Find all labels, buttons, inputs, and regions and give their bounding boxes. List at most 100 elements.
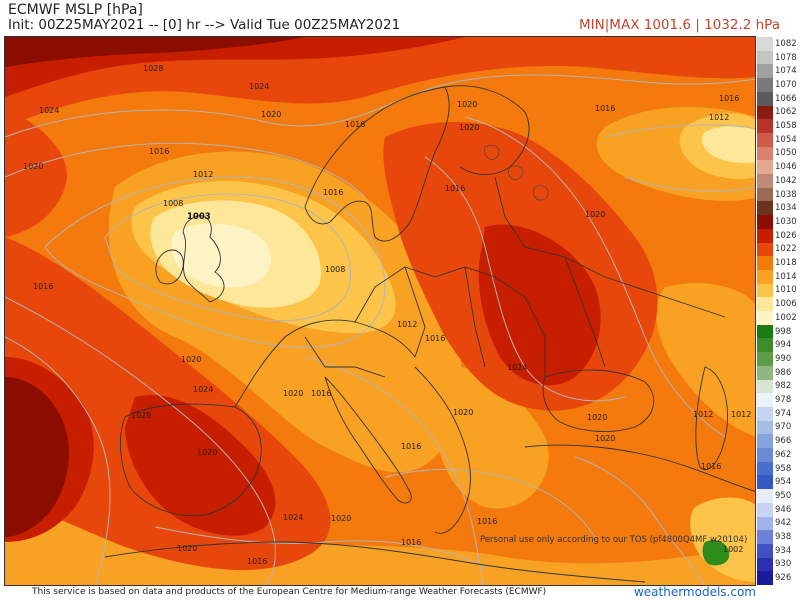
colorbar-tick-label: 938	[775, 532, 792, 543]
colorbar-swatch	[757, 557, 773, 572]
isobar-label: 1020	[587, 413, 607, 422]
colorbar-tick-label: 966	[775, 436, 792, 447]
colorbar-swatch	[757, 406, 773, 422]
colorbar-swatch	[757, 146, 773, 161]
colorbar-tick-label: 970	[775, 422, 792, 433]
colorbar-tick-label: 1018	[775, 258, 797, 269]
isobar-label: 1020	[459, 123, 479, 132]
colorbar-tick-label: 1058	[775, 121, 797, 132]
colorbar-tick-labels: 1082 1078 1074 1070 1066 1062 1058 1054 1050 1046…	[775, 37, 800, 585]
isobar-label: 1028	[143, 64, 163, 73]
colorbar-tick-label: 1078	[775, 52, 797, 63]
colorbar-swatch	[757, 352, 773, 367]
colorbar-swatch	[757, 448, 773, 463]
isobar-label: 1020	[23, 162, 43, 171]
colorbar-swatch	[757, 311, 773, 326]
isobar-label: 1020	[177, 544, 197, 553]
colorbar-swatch	[757, 132, 773, 148]
isobar-label: 1020	[283, 389, 303, 398]
isobar-label: 1024	[193, 385, 213, 394]
colorbar-tick-label: 1014	[775, 271, 797, 282]
isobar-label: 1016	[425, 334, 445, 343]
colorbar-tick-label: 1026	[775, 230, 797, 241]
colorbar-tick-label: 962	[775, 449, 792, 460]
colorbar-swatch	[757, 324, 773, 339]
header: ECMWF MSLP [hPa] Init: 00Z25MAY2021 -- […	[0, 0, 800, 36]
isobar-label: 1016	[247, 557, 267, 566]
colorbar-swatch	[757, 91, 773, 106]
colorbar-tick-label: 974	[775, 408, 792, 419]
isobar-label: 1016	[719, 94, 739, 103]
colorbar-swatch	[757, 242, 773, 257]
colorbar-swatch	[757, 530, 773, 545]
isobar-label: 1024	[283, 513, 303, 522]
colorbar-swatch	[757, 105, 773, 120]
colorbar-swatch	[757, 571, 773, 586]
colorbar-tick-label: 1070	[775, 79, 797, 90]
colorbar-tick-label: 982	[775, 381, 792, 392]
tos-note: Personal use only according to our TOS (…	[480, 535, 748, 545]
colorbar-tick-label: 1062	[775, 107, 797, 118]
isobar-label: 1012	[193, 170, 213, 179]
isobar-label-group: 1028 1024 1024 1020 1020 1016 1012 1008 …	[23, 64, 751, 566]
colorbar-swatch	[757, 338, 773, 353]
colorbar-swatch	[757, 543, 773, 559]
colorbar-swatch	[757, 37, 773, 52]
colorbar-tick-label: 998	[775, 326, 792, 337]
isobar-label: 1020	[453, 408, 473, 417]
colorbar-tick-label: 994	[775, 340, 792, 351]
colorbar-swatch	[757, 228, 773, 243]
isobar-label: 1016	[477, 517, 497, 526]
isobar-label: 1016	[345, 120, 365, 129]
isobar-label: 1012	[397, 320, 417, 329]
isobar-label: 1016	[595, 104, 615, 113]
colorbar-swatch	[757, 365, 773, 380]
colorbar-tick-label: 1074	[775, 66, 797, 77]
isobar-label: 1012	[693, 410, 713, 419]
colorbar-swatch	[757, 461, 773, 476]
colorbar-swatch	[757, 297, 773, 312]
low-center-label: 1003	[187, 212, 211, 222]
colorbar-tick-label: 1050	[775, 148, 797, 159]
colorbar-tick-label: 1030	[775, 216, 797, 227]
colorbar-swatch	[757, 256, 773, 271]
colorbar-swatch	[757, 187, 773, 202]
brand-link[interactable]: weathermodels.com	[633, 585, 756, 599]
isobar-label: 1008	[163, 199, 183, 208]
isobar-label: 1020	[457, 100, 477, 109]
colorbar-swatch	[757, 50, 773, 65]
colorbar-tick-label: 1002	[775, 312, 797, 323]
isobar-label: 1024	[507, 363, 527, 372]
colorbar-swatch	[757, 215, 773, 230]
footer: This service is based on data and produc…	[0, 585, 800, 600]
isobar-label: 1028	[131, 411, 151, 420]
isobar-label: 1016	[149, 147, 169, 156]
colorbar-swatch	[757, 420, 773, 435]
isobar-label: 1020	[331, 514, 351, 523]
isobar-label: 1012	[731, 410, 751, 419]
colorbar-swatch	[757, 502, 773, 517]
chart-title: ECMWF MSLP [hPa]	[8, 2, 143, 18]
colorbar-tick-label: 1034	[775, 203, 797, 214]
colorbar-tick-label: 1042	[775, 175, 797, 186]
isobar-label: 1016	[401, 538, 421, 547]
isobar-label: 1020	[595, 434, 615, 443]
colorbar-tick-label: 1066	[775, 93, 797, 104]
isobar-label: 1016	[701, 462, 721, 471]
colorbar-swatch	[757, 160, 773, 175]
isobar-label: 1020	[585, 210, 605, 219]
colorbar-swatch	[757, 283, 773, 298]
colorbar-tick-label: 1046	[775, 162, 797, 173]
init-valid-line: Init: 00Z25MAY2021 -- [0] hr --> Valid T…	[8, 17, 401, 33]
colorbar-tick-label: 990	[775, 353, 792, 364]
colorbar-tick-label: 954	[775, 477, 792, 488]
colorbar-tick-label: 958	[775, 463, 792, 474]
colorbar-tick-label: 1022	[775, 244, 797, 255]
isobar-lines	[5, 74, 755, 585]
colorbar-tick-label: 926	[775, 573, 792, 584]
colorbar-tick-label: 1054	[775, 134, 797, 145]
colorbar-swatch	[757, 489, 773, 504]
colorbar-tick-label: 1006	[775, 299, 797, 310]
colorbar-swatch	[757, 269, 773, 285]
isobar-label: 1016	[323, 188, 343, 197]
